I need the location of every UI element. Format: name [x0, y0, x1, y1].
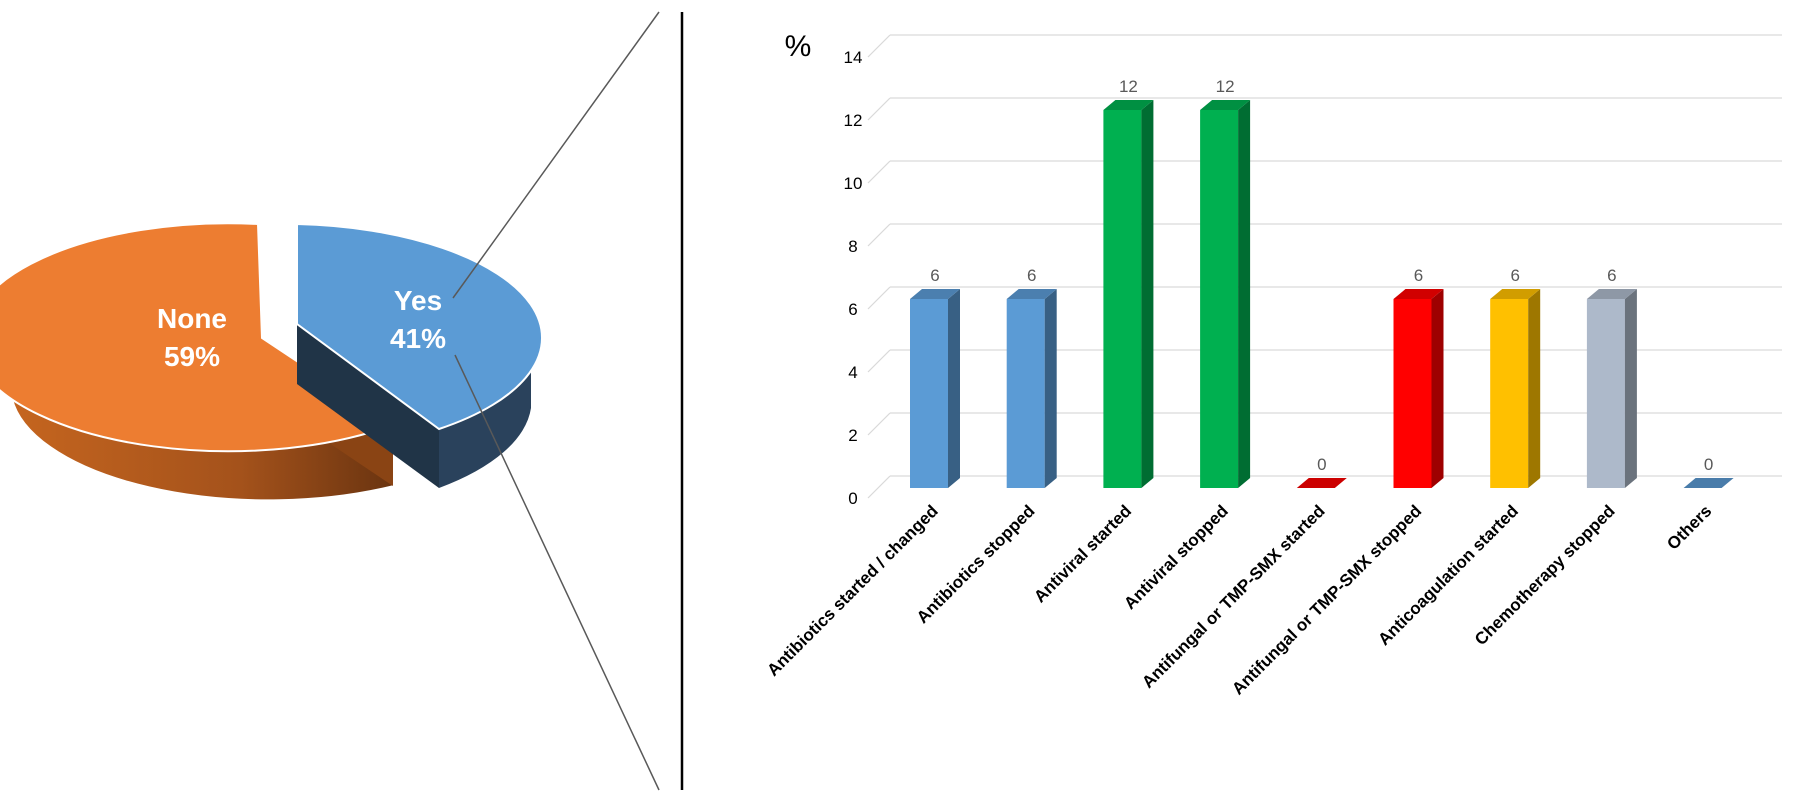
bar — [1683, 478, 1734, 488]
bar-top — [1006, 289, 1057, 299]
bar-side — [1624, 289, 1637, 488]
pie-label-none: None — [157, 303, 227, 334]
data-label: 12 — [1216, 77, 1235, 96]
bar — [1586, 289, 1637, 488]
bar — [910, 289, 960, 488]
category-label: Antifungal or TMP-SMX stopped — [1228, 501, 1425, 698]
data-label: 0 — [1317, 455, 1326, 474]
bar-side — [1528, 289, 1541, 488]
y-tick-label: 2 — [848, 426, 857, 445]
bar-chart: % 0 2 4 6 8 10 12 14 6 Antibiotics started / chan… — [763, 30, 1782, 698]
bar-front — [1586, 299, 1625, 488]
bar-side — [948, 289, 960, 488]
y-tick-label: 4 — [848, 363, 857, 382]
bar-top — [1490, 289, 1541, 299]
bar-top — [1296, 478, 1347, 488]
data-label: 6 — [930, 266, 939, 285]
bar-top — [1103, 100, 1154, 110]
data-label: 12 — [1119, 77, 1138, 96]
pie-slice-yes-cut — [297, 324, 439, 488]
bar-front — [1490, 299, 1529, 488]
pie-slice-none — [0, 222, 396, 453]
gridline — [867, 223, 891, 247]
gridline — [867, 475, 891, 499]
gridline — [867, 160, 891, 184]
data-label: 6 — [1510, 266, 1519, 285]
connector-line-top — [452, 11, 660, 299]
data-label: 0 — [1704, 455, 1713, 474]
bar-front — [910, 299, 948, 488]
y-tick-label: 8 — [848, 237, 857, 256]
bar-side — [1431, 289, 1444, 488]
bar — [1490, 289, 1541, 488]
connector-line-bottom — [454, 354, 660, 791]
data-label: 6 — [1414, 266, 1423, 285]
category-label: Antibiotics started / changed — [763, 501, 941, 679]
bar-top — [1200, 100, 1251, 110]
bar — [1103, 100, 1154, 488]
bar-front — [1006, 299, 1045, 488]
y-axis-label: % — [785, 30, 812, 63]
grid-layer — [867, 34, 1782, 499]
category-label: Antiviral started — [1030, 501, 1135, 606]
bar-front — [1200, 110, 1239, 488]
y-tick-label: 10 — [844, 174, 863, 193]
pie-label-yes: Yes — [394, 285, 442, 316]
pie-percent-yes: 41% — [390, 323, 446, 354]
bar-top — [1393, 289, 1444, 299]
pie-chart: None 59% Yes 41% — [0, 222, 544, 501]
category-label: Others — [1663, 501, 1715, 553]
y-tick-label: 12 — [844, 111, 863, 130]
bar-side — [1141, 100, 1154, 488]
bar-front — [1393, 299, 1432, 488]
bar-top — [1683, 478, 1734, 488]
bar-side — [1044, 289, 1057, 488]
data-label: 6 — [1027, 266, 1036, 285]
bar-front — [1103, 110, 1142, 488]
pie-slice-yes — [296, 222, 544, 431]
category-label: Antiviral stopped — [1120, 501, 1232, 613]
gridline — [867, 286, 891, 310]
gridline — [867, 97, 891, 121]
y-tick-label: 6 — [848, 300, 857, 319]
gridline — [867, 412, 891, 436]
data-label: 6 — [1607, 266, 1616, 285]
bar-side — [1238, 100, 1251, 488]
gridline — [867, 349, 891, 373]
bar — [1200, 100, 1251, 488]
bars-layer — [910, 100, 1734, 488]
bar — [1006, 289, 1057, 488]
bar-top — [1586, 289, 1637, 299]
gridline — [867, 34, 891, 58]
y-tick-label: 0 — [848, 489, 857, 508]
y-tick-label: 14 — [844, 48, 863, 67]
bar — [1393, 289, 1444, 488]
bar-top — [910, 289, 960, 299]
pie-percent-none: 59% — [164, 341, 220, 372]
bar — [1296, 478, 1347, 488]
category-label: Antifungal or TMP-SMX started — [1138, 501, 1328, 691]
